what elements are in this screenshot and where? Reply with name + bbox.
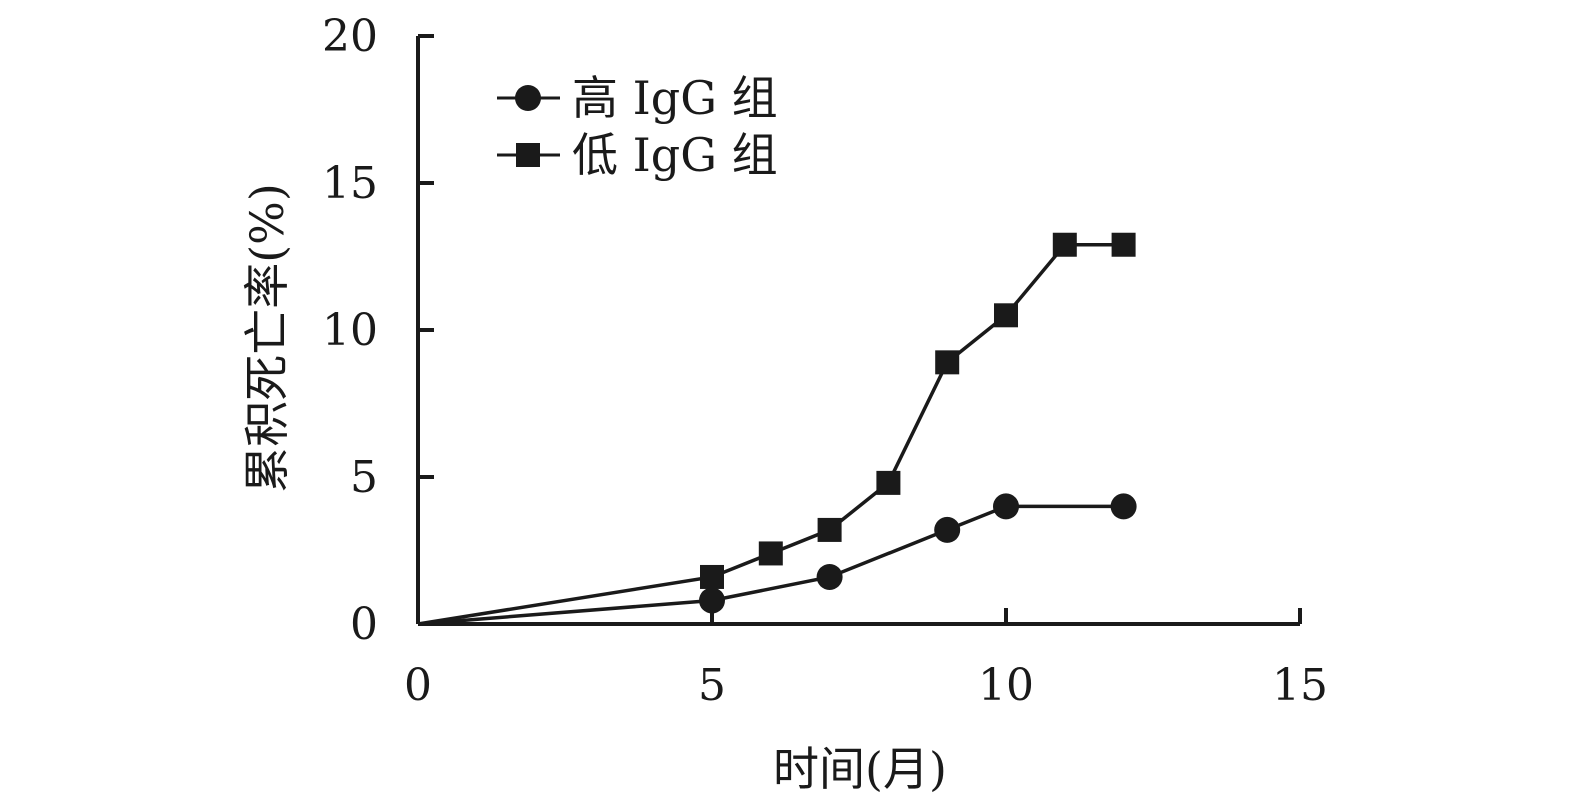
series-line-high-igg — [417, 504, 1124, 626]
axes: 0 5 10 15 20 0 5 10 15 — [322, 11, 1328, 711]
x-tick-label: 10 — [978, 660, 1034, 711]
y-tick-label: 5 — [350, 452, 378, 503]
legend-item-low-igg: 低 IgG 组 — [497, 128, 778, 182]
data-point-low-igg — [1111, 232, 1136, 257]
x-ticks: 0 5 10 15 — [404, 608, 1328, 711]
y-tick-label: 20 — [322, 11, 378, 62]
x-tick-label: 5 — [698, 660, 726, 711]
data-point-low-igg — [994, 303, 1018, 328]
y-ticks: 0 5 10 15 20 — [322, 11, 434, 650]
data-point-high-igg — [1110, 493, 1137, 520]
legend-item-high-igg: 高 IgG 组 — [497, 71, 778, 125]
x-axis-title: 时间(月) — [773, 742, 947, 796]
data-point-low-igg — [1052, 232, 1077, 257]
data-point-high-igg — [934, 516, 961, 543]
data-point-low-igg — [758, 541, 783, 566]
data-point-high-igg — [816, 563, 843, 590]
data-point-high-igg — [699, 587, 725, 614]
legend-marker-circle — [515, 85, 541, 111]
y-tick-label: 15 — [322, 158, 378, 209]
data-point-low-igg — [700, 564, 724, 589]
x-tick-label: 15 — [1272, 660, 1328, 711]
data-point-high-igg — [993, 493, 1019, 520]
legend-label-low-igg: 低 IgG 组 — [572, 128, 778, 182]
y-tick-label: 10 — [322, 305, 378, 356]
y-tick-label: 0 — [350, 599, 378, 650]
legend: 高 IgG 组 低 IgG 组 — [497, 71, 778, 182]
data-point-low-igg — [935, 350, 960, 375]
legend-marker-square — [516, 143, 540, 167]
data-point-low-igg — [876, 470, 901, 495]
data-point-low-igg — [817, 517, 842, 542]
y-axis-title: 累积死亡率(%) — [240, 183, 294, 493]
series-line-low-igg — [417, 242, 1124, 626]
legend-label-high-igg: 高 IgG 组 — [572, 71, 778, 125]
series-layer — [417, 232, 1137, 626]
x-tick-label: 0 — [404, 660, 432, 711]
